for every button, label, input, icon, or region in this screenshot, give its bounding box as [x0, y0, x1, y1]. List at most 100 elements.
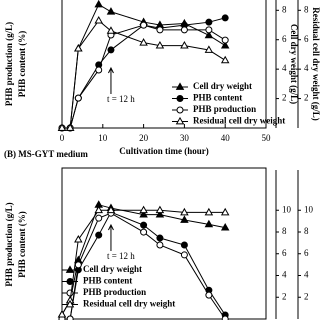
y-axis-label: PHB production (g/L) [4, 202, 14, 286]
legend-symbol [175, 82, 185, 90]
legend-marker [66, 289, 74, 297]
plot-frame [61, 167, 267, 320]
x-tick-label: 50 [262, 133, 272, 143]
data-point [180, 207, 189, 216]
legend-label: PHB content [193, 93, 242, 103]
legend-marker [65, 265, 75, 273]
data-point [74, 261, 82, 269]
y-axis-label: Residual cell dry weight (g/L) [311, 7, 320, 121]
y-tick-label: 10 [282, 204, 292, 214]
data-point [220, 40, 230, 49]
annotation-arrow [108, 66, 114, 94]
data-point [220, 207, 230, 216]
x-tick-label: 0 [60, 133, 65, 143]
legend-label: PHB production [83, 287, 146, 297]
y-tick-label: 6 [304, 34, 309, 44]
data-point [220, 55, 230, 64]
data-point [180, 40, 189, 49]
data-point [106, 205, 116, 214]
legend-symbol [65, 265, 75, 273]
legend-symbol [175, 116, 185, 125]
panel: 0 10 20 30 40 50 Cultivation time (hour) PHB pr… [4, 0, 320, 156]
data-point [94, 0, 103, 8]
data-point [57, 123, 67, 131]
data-point [204, 219, 214, 228]
legend-marker [176, 95, 184, 102]
data-point [95, 214, 103, 222]
series-line [61, 209, 226, 315]
x-tick-label: 40 [221, 133, 231, 143]
data-point [155, 209, 165, 218]
data-point [94, 205, 103, 214]
series-line [62, 24, 226, 129]
annotation: t = 12 h [107, 94, 135, 104]
y-tick-label: 8 [304, 226, 309, 236]
data-point [180, 26, 188, 34]
y-tick-label: 2 [282, 93, 287, 103]
series-line [61, 204, 226, 315]
x-tick-label: 20 [139, 133, 149, 143]
data-point [65, 123, 75, 131]
data-point [205, 26, 213, 34]
legend-symbol [176, 106, 184, 114]
y-tick-label: 8 [282, 226, 287, 236]
data-point [205, 18, 213, 26]
data-point [140, 221, 148, 229]
data-point [180, 241, 188, 249]
annotation-arrow [108, 223, 114, 251]
legend-symbol [66, 289, 74, 297]
panel-title: (B) MS-GYT medium [4, 149, 88, 159]
y-axis-label: PHB content (%) [17, 211, 27, 278]
data-point [95, 231, 103, 239]
y-axis-label: PHB production (g/L) [4, 22, 14, 106]
legend-label: Cell dry weight [193, 81, 252, 91]
legend-marker [175, 116, 185, 125]
data-point [221, 14, 229, 22]
data-point [204, 45, 214, 53]
legend-symbol [65, 299, 75, 308]
y-tick-label: 4 [282, 63, 287, 73]
legend-marker [65, 299, 75, 308]
x-axis-label: Cultivation time (hour) [119, 146, 209, 156]
data-point [221, 315, 229, 320]
annotation: t = 12 h [107, 251, 135, 261]
plot-frame [61, 0, 267, 129]
legend-label: Residual cell dry weight [83, 299, 175, 309]
y-tick-label: 2 [304, 291, 309, 301]
data-point [106, 7, 116, 15]
data-point [74, 43, 83, 52]
data-point [139, 205, 148, 214]
y-tick-label: 6 [304, 248, 309, 258]
data-point [156, 26, 164, 34]
legend-label: Cell dry weight [83, 264, 142, 274]
data-point [180, 251, 188, 259]
y-tick-label: 4 [282, 270, 287, 280]
data-point [74, 234, 83, 243]
data-point [66, 315, 74, 320]
data-point [155, 40, 165, 49]
data-point [156, 234, 164, 242]
legend-marker [176, 106, 184, 114]
y-axis-label: PHB content (%) [17, 31, 27, 98]
y-tick-label: 8 [304, 4, 309, 14]
data-point [204, 207, 214, 216]
data-point [140, 21, 148, 29]
legend-symbol [176, 95, 184, 102]
data-point [139, 209, 148, 218]
data-point [140, 228, 148, 236]
y-tick-label: 4 [304, 63, 309, 73]
data-point [221, 36, 229, 44]
y-tick-label: 6 [282, 248, 287, 258]
y-tick-label: 10 [304, 204, 314, 214]
legend-label: Residual cell dry weight [193, 116, 285, 126]
y-axis-label: Cell dry weight (g/L) [289, 24, 299, 104]
x-tick-label: 30 [180, 133, 190, 143]
data-point [156, 241, 164, 249]
data-point [155, 205, 165, 214]
series-line [62, 212, 226, 320]
data-point [220, 223, 230, 231]
data-point [139, 38, 148, 46]
legend-marker [175, 82, 185, 90]
y-tick-label: 8 [282, 4, 287, 14]
